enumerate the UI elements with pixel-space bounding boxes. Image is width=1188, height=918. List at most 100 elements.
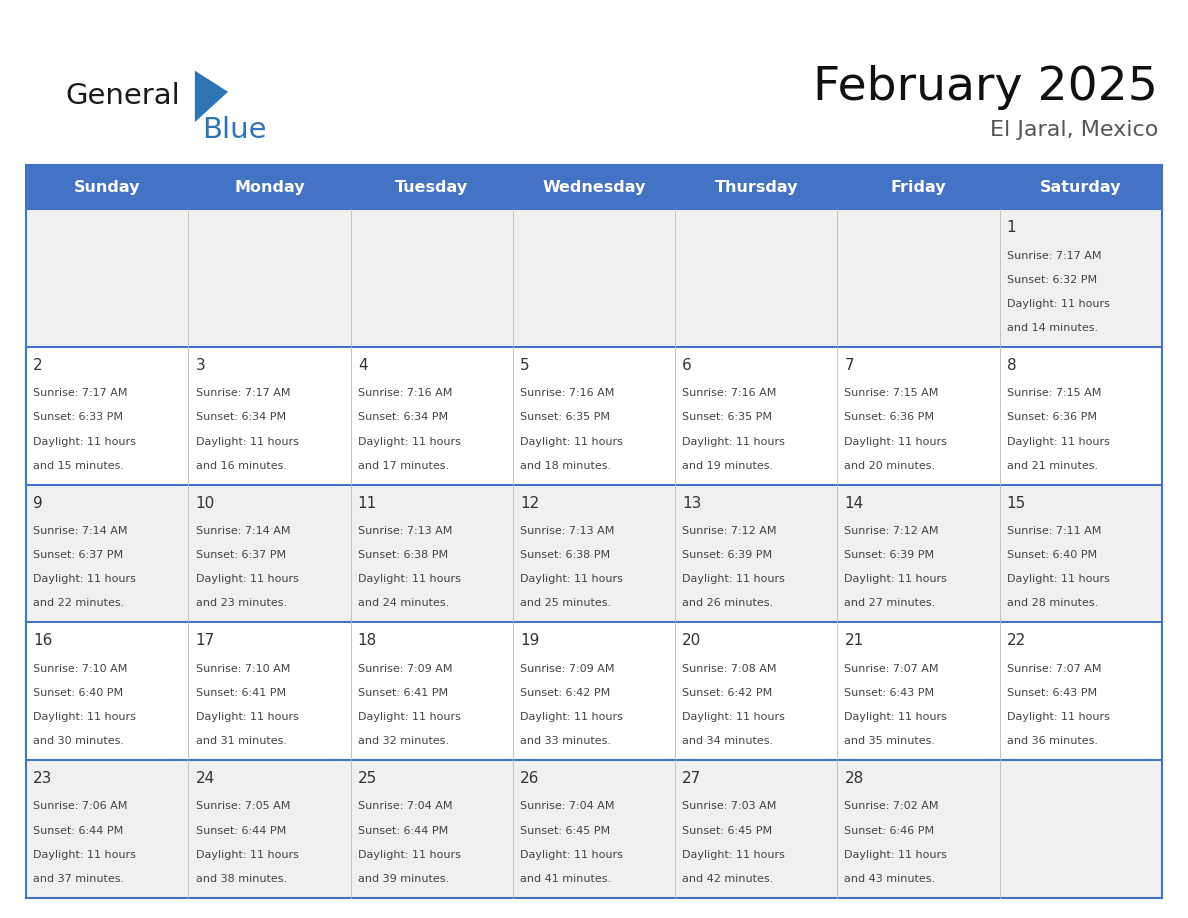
Text: and 20 minutes.: and 20 minutes.: [845, 461, 936, 471]
Text: Daylight: 11 hours: Daylight: 11 hours: [33, 712, 137, 722]
Text: Sunrise: 7:11 AM: Sunrise: 7:11 AM: [1006, 526, 1101, 536]
Text: Sunset: 6:45 PM: Sunset: 6:45 PM: [520, 825, 611, 835]
Text: 4: 4: [358, 358, 367, 373]
Text: Daylight: 11 hours: Daylight: 11 hours: [358, 575, 461, 584]
Text: and 17 minutes.: and 17 minutes.: [358, 461, 449, 471]
Text: and 21 minutes.: and 21 minutes.: [1006, 461, 1098, 471]
Text: Sunset: 6:37 PM: Sunset: 6:37 PM: [33, 550, 124, 560]
Text: 5: 5: [520, 358, 530, 373]
Text: Daylight: 11 hours: Daylight: 11 hours: [358, 850, 461, 859]
Text: Sunset: 6:33 PM: Sunset: 6:33 PM: [33, 412, 124, 422]
Text: 22: 22: [1006, 633, 1026, 648]
Text: Sunrise: 7:07 AM: Sunrise: 7:07 AM: [845, 664, 939, 674]
Text: Sunrise: 7:13 AM: Sunrise: 7:13 AM: [520, 526, 614, 536]
Text: Sunrise: 7:12 AM: Sunrise: 7:12 AM: [682, 526, 777, 536]
Text: Daylight: 11 hours: Daylight: 11 hours: [1006, 712, 1110, 722]
Text: Daylight: 11 hours: Daylight: 11 hours: [1006, 299, 1110, 308]
Text: Sunset: 6:41 PM: Sunset: 6:41 PM: [358, 688, 448, 698]
Text: and 32 minutes.: and 32 minutes.: [358, 736, 449, 746]
Text: Sunset: 6:39 PM: Sunset: 6:39 PM: [682, 550, 772, 560]
Text: Sunset: 6:38 PM: Sunset: 6:38 PM: [358, 550, 448, 560]
Text: Daylight: 11 hours: Daylight: 11 hours: [682, 712, 785, 722]
Text: 27: 27: [682, 771, 701, 786]
Text: Sunrise: 7:10 AM: Sunrise: 7:10 AM: [196, 664, 290, 674]
Text: and 27 minutes.: and 27 minutes.: [845, 599, 936, 609]
Text: Daylight: 11 hours: Daylight: 11 hours: [1006, 575, 1110, 584]
Text: 12: 12: [520, 496, 539, 510]
Text: and 36 minutes.: and 36 minutes.: [1006, 736, 1098, 746]
Text: 16: 16: [33, 633, 52, 648]
Text: Daylight: 11 hours: Daylight: 11 hours: [682, 437, 785, 446]
Text: Sunrise: 7:06 AM: Sunrise: 7:06 AM: [33, 801, 127, 812]
Text: Daylight: 11 hours: Daylight: 11 hours: [196, 850, 298, 859]
Text: Daylight: 11 hours: Daylight: 11 hours: [1006, 437, 1110, 446]
Text: 17: 17: [196, 633, 215, 648]
Text: Sunrise: 7:15 AM: Sunrise: 7:15 AM: [1006, 388, 1101, 398]
Text: Sunset: 6:34 PM: Sunset: 6:34 PM: [358, 412, 448, 422]
Text: Sunset: 6:45 PM: Sunset: 6:45 PM: [682, 825, 772, 835]
FancyBboxPatch shape: [26, 165, 1162, 209]
Text: Sunrise: 7:10 AM: Sunrise: 7:10 AM: [33, 664, 127, 674]
Text: and 31 minutes.: and 31 minutes.: [196, 736, 286, 746]
Text: 19: 19: [520, 633, 539, 648]
Text: Sunday: Sunday: [74, 180, 140, 195]
Text: Daylight: 11 hours: Daylight: 11 hours: [196, 712, 298, 722]
Text: Daylight: 11 hours: Daylight: 11 hours: [845, 437, 947, 446]
Text: Sunset: 6:38 PM: Sunset: 6:38 PM: [520, 550, 611, 560]
Text: and 15 minutes.: and 15 minutes.: [33, 461, 125, 471]
Text: Sunrise: 7:17 AM: Sunrise: 7:17 AM: [196, 388, 290, 398]
Text: Sunset: 6:36 PM: Sunset: 6:36 PM: [845, 412, 935, 422]
Text: 1: 1: [1006, 220, 1017, 235]
Text: and 38 minutes.: and 38 minutes.: [196, 874, 286, 884]
Text: Daylight: 11 hours: Daylight: 11 hours: [358, 712, 461, 722]
Text: 20: 20: [682, 633, 701, 648]
Text: February 2025: February 2025: [814, 64, 1158, 110]
Text: Blue: Blue: [202, 117, 266, 144]
Text: and 18 minutes.: and 18 minutes.: [520, 461, 611, 471]
Text: 25: 25: [358, 771, 377, 786]
Text: Sunset: 6:46 PM: Sunset: 6:46 PM: [845, 825, 935, 835]
Text: and 43 minutes.: and 43 minutes.: [845, 874, 936, 884]
Text: Sunset: 6:37 PM: Sunset: 6:37 PM: [196, 550, 285, 560]
Text: 14: 14: [845, 496, 864, 510]
Text: 24: 24: [196, 771, 215, 786]
Text: El Jaral, Mexico: El Jaral, Mexico: [990, 120, 1158, 140]
Text: Thursday: Thursday: [714, 180, 798, 195]
Bar: [26, 622, 1162, 760]
Text: Sunrise: 7:02 AM: Sunrise: 7:02 AM: [845, 801, 939, 812]
Text: Sunrise: 7:09 AM: Sunrise: 7:09 AM: [358, 664, 453, 674]
Text: Sunrise: 7:12 AM: Sunrise: 7:12 AM: [845, 526, 939, 536]
Text: Daylight: 11 hours: Daylight: 11 hours: [845, 575, 947, 584]
Text: Daylight: 11 hours: Daylight: 11 hours: [196, 437, 298, 446]
Text: 23: 23: [33, 771, 52, 786]
Text: and 23 minutes.: and 23 minutes.: [196, 599, 286, 609]
Text: Sunset: 6:41 PM: Sunset: 6:41 PM: [196, 688, 285, 698]
Text: Friday: Friday: [891, 180, 947, 195]
Bar: [26, 760, 1162, 898]
Text: Tuesday: Tuesday: [396, 180, 468, 195]
Text: 3: 3: [196, 358, 206, 373]
Text: Sunset: 6:39 PM: Sunset: 6:39 PM: [845, 550, 935, 560]
Text: Daylight: 11 hours: Daylight: 11 hours: [33, 575, 137, 584]
Text: Daylight: 11 hours: Daylight: 11 hours: [196, 575, 298, 584]
Text: Sunset: 6:40 PM: Sunset: 6:40 PM: [33, 688, 124, 698]
Text: 18: 18: [358, 633, 377, 648]
Text: and 26 minutes.: and 26 minutes.: [682, 599, 773, 609]
Text: Sunset: 6:35 PM: Sunset: 6:35 PM: [682, 412, 772, 422]
Text: Sunset: 6:43 PM: Sunset: 6:43 PM: [1006, 688, 1097, 698]
Text: Sunset: 6:36 PM: Sunset: 6:36 PM: [1006, 412, 1097, 422]
Text: Daylight: 11 hours: Daylight: 11 hours: [845, 850, 947, 859]
Text: and 33 minutes.: and 33 minutes.: [520, 736, 611, 746]
Text: Wednesday: Wednesday: [542, 180, 646, 195]
Text: 8: 8: [1006, 358, 1017, 373]
Text: Daylight: 11 hours: Daylight: 11 hours: [33, 850, 137, 859]
Text: Sunrise: 7:13 AM: Sunrise: 7:13 AM: [358, 526, 453, 536]
Text: Monday: Monday: [234, 180, 305, 195]
Text: 21: 21: [845, 633, 864, 648]
Text: 6: 6: [682, 358, 691, 373]
Text: and 22 minutes.: and 22 minutes.: [33, 599, 125, 609]
Text: and 24 minutes.: and 24 minutes.: [358, 599, 449, 609]
Text: Sunset: 6:32 PM: Sunset: 6:32 PM: [1006, 274, 1097, 285]
Text: 7: 7: [845, 358, 854, 373]
Text: Sunrise: 7:16 AM: Sunrise: 7:16 AM: [682, 388, 777, 398]
